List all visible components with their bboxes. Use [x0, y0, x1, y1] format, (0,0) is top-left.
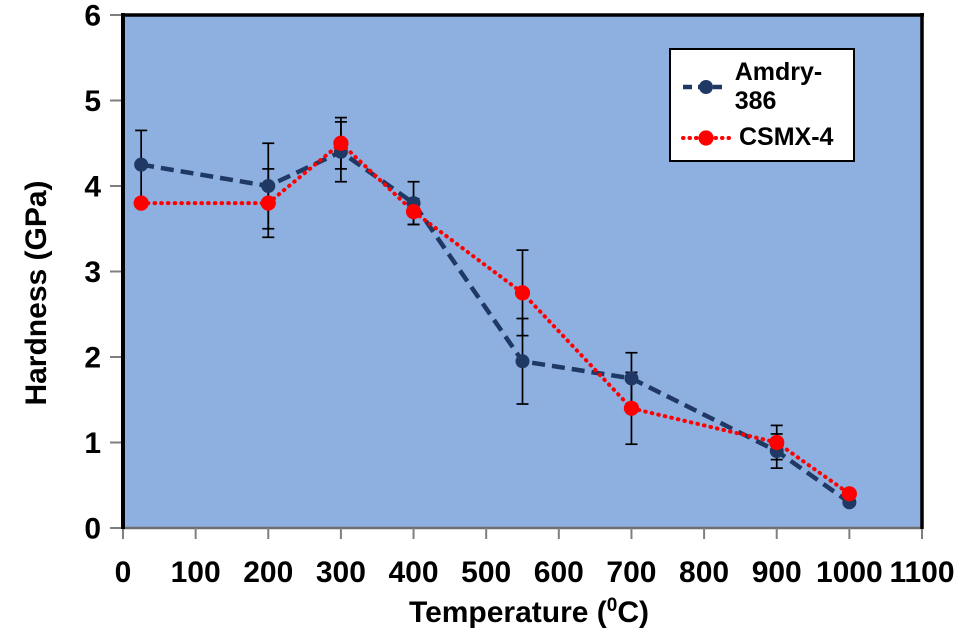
x-tick-label: 400	[389, 556, 439, 589]
x-tick-label: 500	[461, 556, 511, 589]
data-point-marker-csmx-4	[623, 400, 640, 416]
x-tick-label: 0	[115, 556, 132, 589]
data-point-marker-csmx-4	[133, 195, 149, 211]
x-tick-label: 900	[752, 556, 802, 589]
data-point-marker-csmx-4	[514, 285, 531, 301]
x-tick-label: 100	[171, 556, 221, 589]
y-tick-label: 4	[84, 171, 101, 204]
legend-sample-csmx-4	[681, 130, 731, 146]
x-tick-label: 200	[243, 556, 293, 589]
data-point-marker-csmx-4	[260, 195, 276, 211]
data-point-marker-csmx-4	[405, 204, 422, 220]
data-point-marker-csmx-4	[333, 135, 349, 151]
legend-label: CSMX-4	[739, 123, 834, 152]
series-line-amdry-386	[140, 149, 851, 505]
data-point-marker-amdry-386	[515, 354, 530, 369]
x-axis-title-prefix: Temperature (	[408, 596, 607, 629]
data-point-marker-csmx-4	[769, 434, 785, 451]
data-point-marker-amdry-386	[134, 157, 149, 172]
x-tick-label: 700	[606, 556, 656, 589]
legend: Amdry-386 CSMX-4	[669, 48, 855, 162]
x-axis-title-superscript: 0	[606, 595, 618, 616]
legend-item-csmx-4: CSMX-4	[681, 123, 853, 152]
x-tick-label: 300	[316, 556, 366, 589]
data-point-marker-amdry-386	[624, 371, 639, 386]
x-tick-label: 600	[534, 556, 584, 589]
legend-label: Amdry-386	[734, 57, 823, 115]
x-tick-label: 1100	[889, 556, 954, 589]
y-tick-label: 2	[84, 342, 101, 375]
y-axis-title-text: Hardness (GPa)	[20, 180, 53, 406]
y-axis-title: Hardness (GPa)	[20, 180, 54, 405]
x-tick-label: 800	[679, 556, 729, 589]
y-tick-label: 3	[84, 256, 101, 289]
data-point-marker-amdry-386	[261, 179, 276, 193]
y-tick-label: 6	[84, 0, 101, 33]
x-tick-label: 1000	[816, 556, 883, 589]
legend-item-amdry-386: Amdry-386	[681, 58, 853, 116]
y-tick-label: 5	[84, 85, 101, 118]
x-axis-title: Temperature (0C)	[409, 596, 649, 630]
x-axis-title-suffix: C)	[617, 596, 650, 629]
y-tick-label: 1	[84, 427, 101, 460]
y-tick-label: 0	[84, 513, 101, 546]
data-point-marker-csmx-4	[841, 486, 857, 502]
legend-sample-amdry-386	[683, 79, 727, 94]
series-line-csmx-4	[139, 140, 852, 496]
